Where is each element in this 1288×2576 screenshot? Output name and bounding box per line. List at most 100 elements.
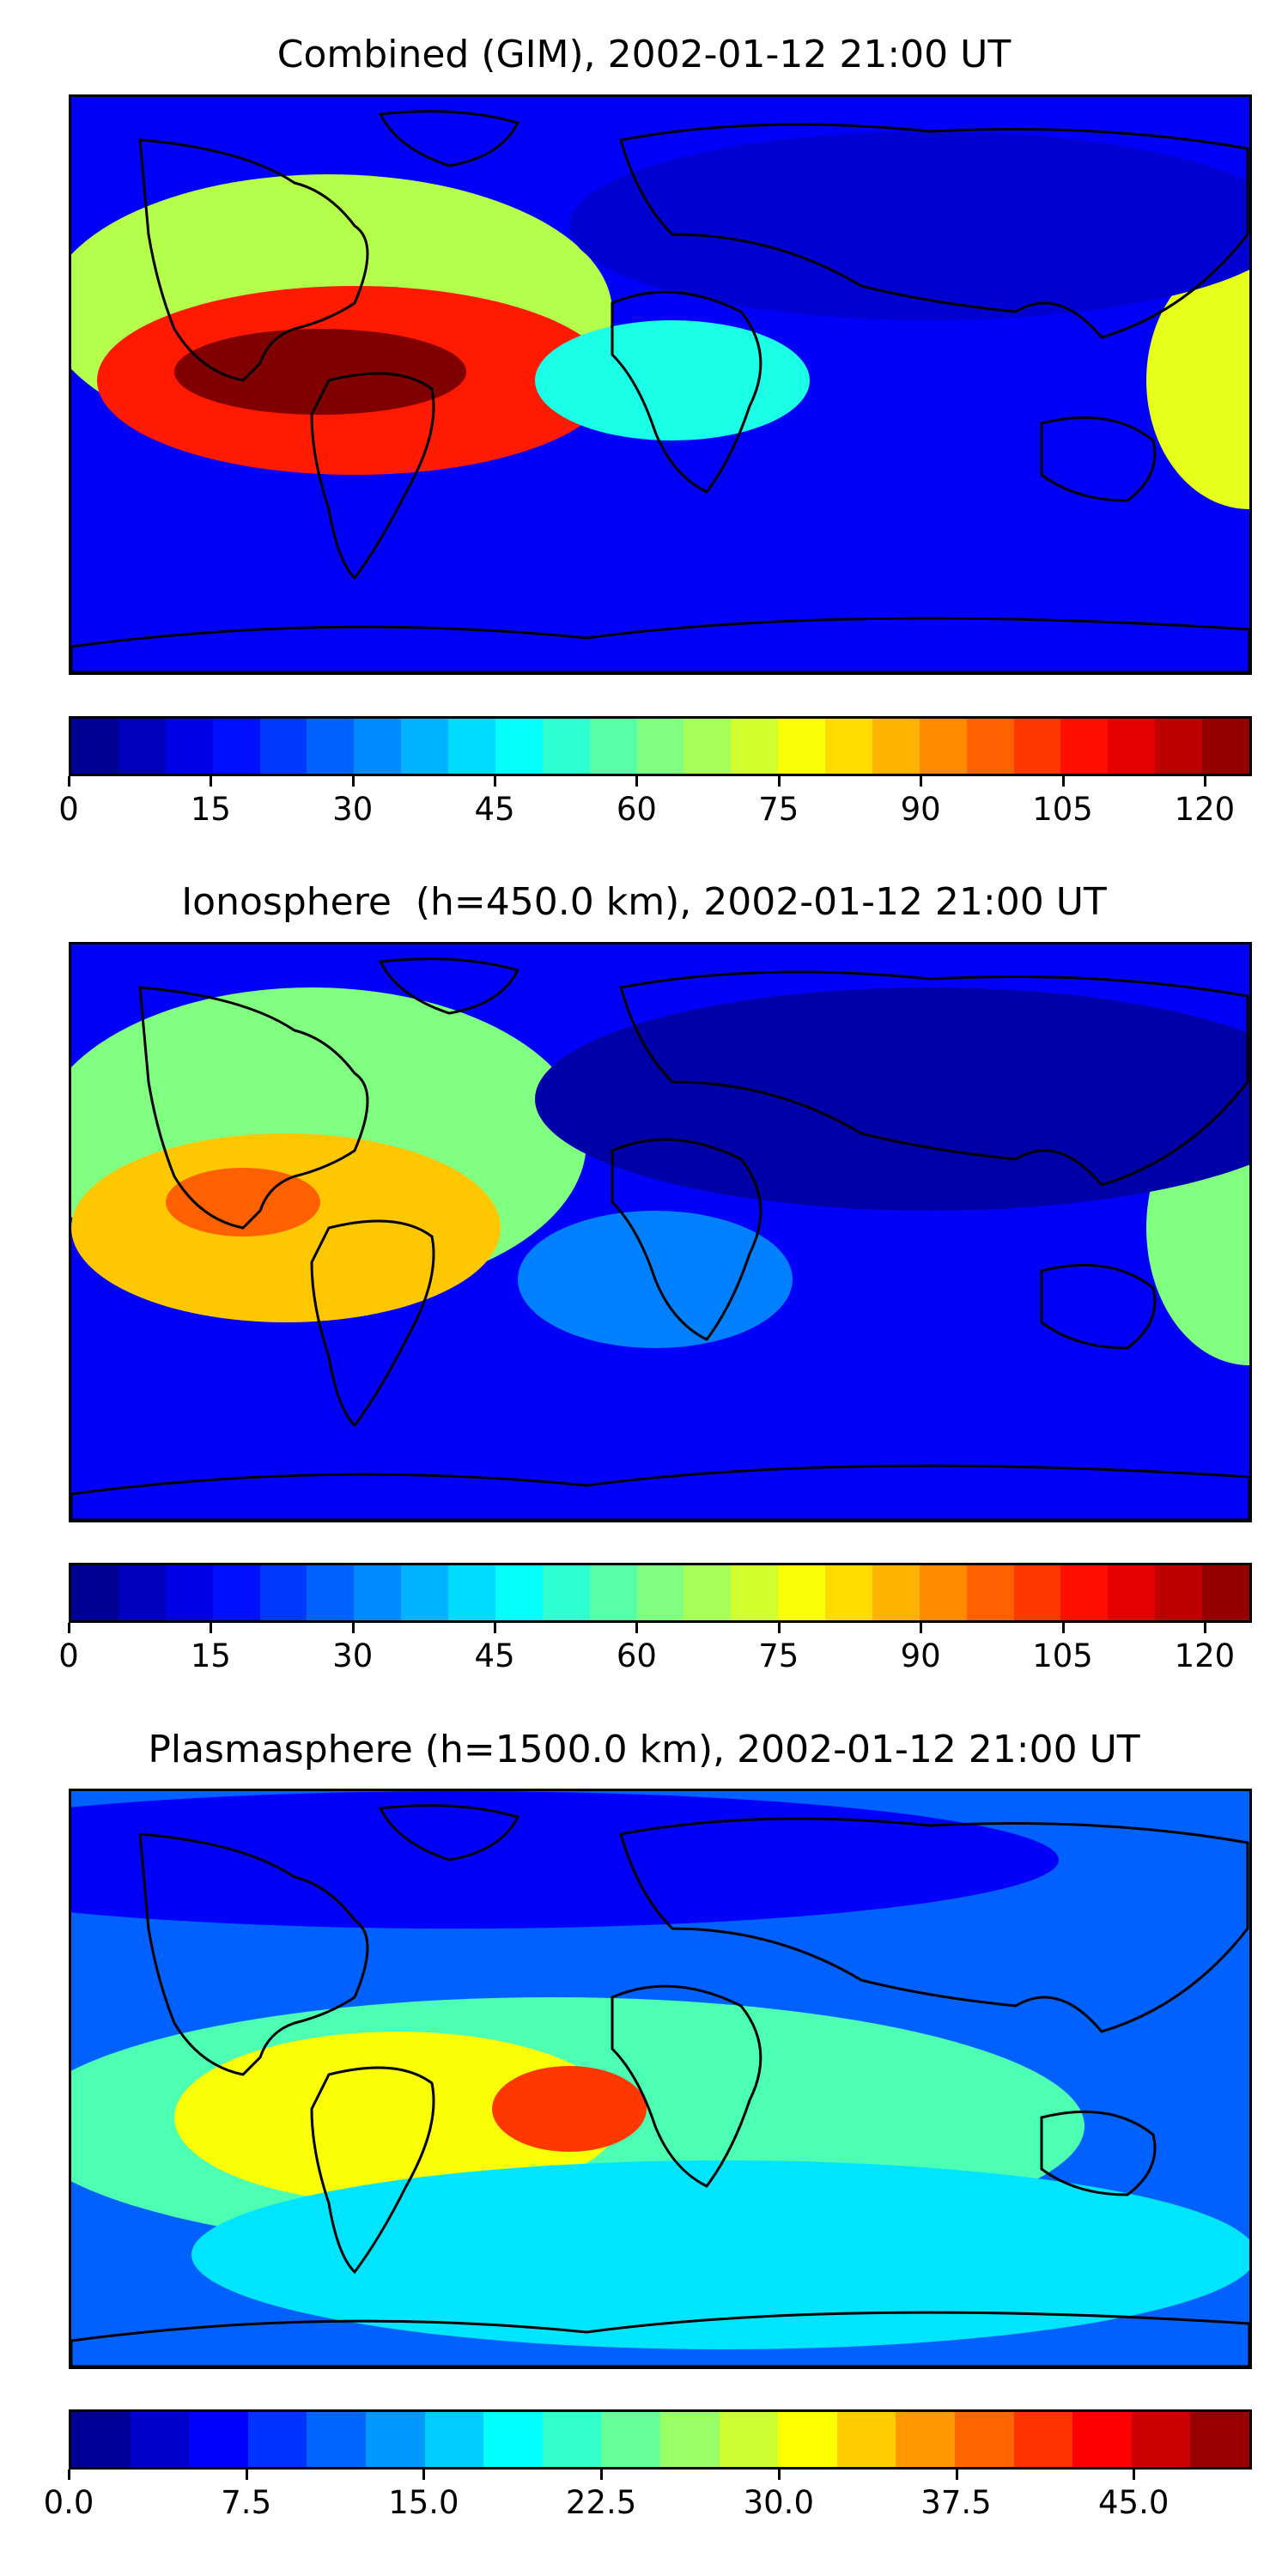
colorbar-tick bbox=[635, 776, 639, 787]
colorbar-segment bbox=[354, 719, 402, 774]
colorbar-tick bbox=[1133, 2470, 1136, 2480]
colorbar-tick bbox=[1203, 776, 1206, 787]
colorbar-tick-label: 15.0 bbox=[388, 2484, 459, 2521]
coastline bbox=[611, 290, 762, 494]
colorbar-segment bbox=[118, 1565, 166, 1620]
colorbar-tick-label: 75 bbox=[758, 791, 799, 828]
colorbar-tick bbox=[68, 1623, 70, 1633]
coastline bbox=[138, 986, 369, 1230]
colorbar-segment bbox=[189, 2412, 248, 2467]
colorbar-segment bbox=[825, 1565, 872, 1620]
colorbar-tick bbox=[777, 1623, 781, 1633]
coastline bbox=[378, 957, 520, 1015]
colorbar-segment bbox=[118, 719, 166, 774]
colorbar-segment bbox=[896, 2412, 955, 2467]
colorbar-tick-label: 90 bbox=[900, 1637, 941, 1674]
colorbar-tick-label: 120 bbox=[1174, 1637, 1236, 1674]
coastline bbox=[378, 1804, 520, 1862]
colorbar-segment bbox=[307, 2412, 366, 2467]
colorbar-segment bbox=[872, 1565, 920, 1620]
colorbar-ticks: 0 15 30 45 60 75 90 105 120 bbox=[58, 776, 1252, 828]
colorbar bbox=[69, 716, 1252, 776]
colorbar-segment bbox=[966, 1565, 1014, 1620]
colorbar-segment bbox=[542, 719, 590, 774]
colorbar-tick bbox=[494, 1623, 497, 1633]
colorbar-tick-label: 0.0 bbox=[43, 2484, 94, 2521]
coastline bbox=[71, 1464, 1249, 1520]
colorbar-segment bbox=[483, 2412, 543, 2467]
tec-region-northern-minimum bbox=[535, 987, 1249, 1211]
panel-title: Combined (GIM), 2002-01-12 21:00 UT bbox=[276, 33, 1012, 76]
colorbar-segment bbox=[424, 2412, 484, 2467]
colorbar-segment bbox=[731, 719, 779, 774]
colorbar-tick bbox=[777, 776, 781, 787]
tec-region-southern-band bbox=[191, 2160, 1249, 2349]
colorbar-segment bbox=[1108, 1565, 1156, 1620]
colorbar-segment bbox=[683, 719, 732, 774]
tec-region-western-pacific-band bbox=[1146, 252, 1249, 509]
colorbar-segment bbox=[307, 719, 355, 774]
coastline bbox=[71, 617, 1249, 672]
tec-region-core-maximum bbox=[166, 1168, 320, 1236]
coastline bbox=[310, 2066, 435, 2275]
colorbar bbox=[69, 1563, 1252, 1623]
tec-map bbox=[71, 945, 1249, 1520]
colorbar-tick bbox=[955, 2470, 958, 2480]
colorbar-segment bbox=[1108, 719, 1156, 774]
colorbar-segment bbox=[919, 719, 967, 774]
colorbar-tick-label: 22.5 bbox=[565, 2484, 637, 2521]
colorbar-tick-label: 15 bbox=[190, 1637, 231, 1674]
colorbar-segment bbox=[448, 719, 495, 774]
colorbar-segment bbox=[448, 1565, 495, 1620]
tec-region-northern-minimum bbox=[71, 1791, 1059, 1929]
colorbar-segment bbox=[1190, 2412, 1249, 2467]
colorbar-tick bbox=[635, 1623, 639, 1633]
colorbar-segment bbox=[71, 719, 118, 774]
colorbar-tick-label: 75 bbox=[758, 1637, 799, 1674]
colorbar-segment bbox=[719, 2412, 779, 2467]
colorbar-tick bbox=[920, 776, 923, 787]
colorbar-tick-label: 60 bbox=[616, 1637, 657, 1674]
colorbar-segment bbox=[1202, 1565, 1249, 1620]
colorbar-segment bbox=[212, 719, 260, 774]
colorbar-segment bbox=[130, 2412, 190, 2467]
coastline bbox=[619, 970, 1249, 1187]
colorbar-tick-label: 60 bbox=[616, 791, 657, 828]
colorbar-segment bbox=[966, 719, 1014, 774]
colorbar-segment bbox=[259, 719, 307, 774]
colorbar-segment bbox=[365, 2412, 425, 2467]
colorbar-segment bbox=[542, 2412, 602, 2467]
coastline bbox=[71, 2311, 1249, 2366]
colorbar-tick-label: 7.5 bbox=[221, 2484, 272, 2521]
colorbar-ticks: 0.0 7.5 15.0 22.5 30.0 37.5 45.0 bbox=[44, 2470, 1252, 2521]
coastline bbox=[1040, 416, 1157, 502]
colorbar-segment bbox=[542, 1565, 590, 1620]
colorbar-segment bbox=[659, 2412, 720, 2467]
colorbar-tick bbox=[68, 776, 70, 787]
colorbar-segment bbox=[601, 2412, 660, 2467]
colorbar-segment bbox=[1202, 719, 1249, 774]
colorbar-segment bbox=[401, 719, 448, 774]
coastline bbox=[378, 110, 520, 167]
panel-title: Plasmasphere (h=1500.0 km), 2002-01-12 2… bbox=[148, 1728, 1140, 1771]
colorbar-tick bbox=[1203, 1623, 1206, 1633]
colorbar-tick-label: 90 bbox=[900, 791, 941, 828]
colorbar-segment bbox=[71, 1565, 118, 1620]
tec-region-core-maximum bbox=[174, 329, 466, 415]
colorbar-segment bbox=[683, 1565, 732, 1620]
coastline bbox=[619, 1817, 1249, 2033]
colorbar-segment bbox=[495, 1565, 543, 1620]
colorbar-segment bbox=[495, 719, 543, 774]
colorbar-tick-label: 37.5 bbox=[920, 2484, 992, 2521]
colorbar-segment bbox=[212, 1565, 260, 1620]
coastline bbox=[138, 1832, 369, 2076]
colorbar-tick bbox=[351, 776, 355, 787]
colorbar-segment bbox=[778, 1565, 825, 1620]
colorbar-tick-label: 15 bbox=[190, 791, 231, 828]
colorbar-segment bbox=[165, 1565, 213, 1620]
colorbar-segment bbox=[954, 2412, 1014, 2467]
colorbar-tick bbox=[210, 776, 213, 787]
colorbar-tick bbox=[1061, 776, 1065, 787]
colorbar-segment bbox=[247, 2412, 307, 2467]
colorbar-tick-label: 45.0 bbox=[1097, 2484, 1170, 2521]
